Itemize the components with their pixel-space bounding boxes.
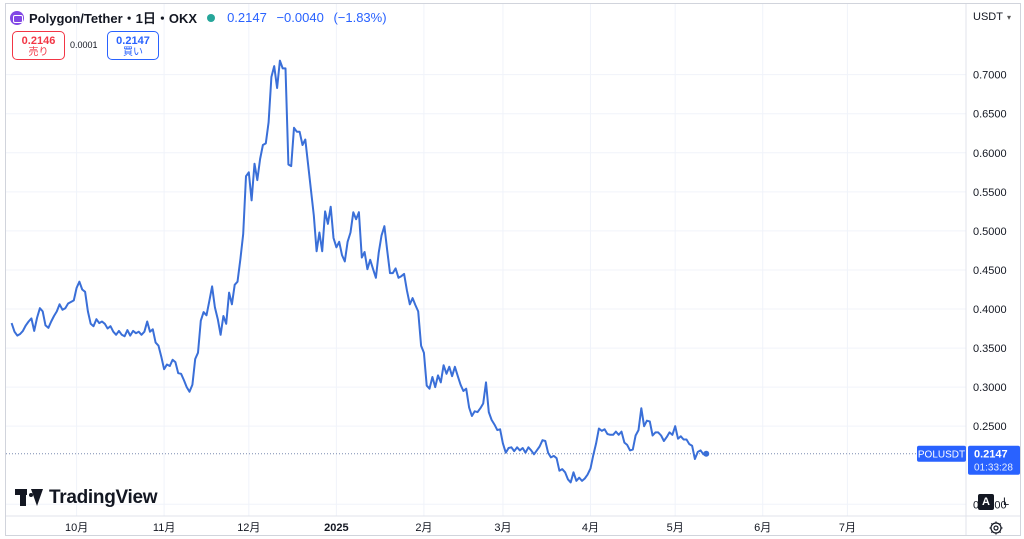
y-tick-label: 0.6000 [973, 148, 1007, 160]
y-tick-label: 0.6500 [973, 109, 1007, 121]
y-tick-label: 0.4500 [973, 265, 1007, 277]
x-tick-label: 2025 [324, 522, 348, 534]
quote-summary: 0.2147 −0.0040 (−1.83%) [227, 10, 393, 25]
tradingview-brand[interactable]: TradingView [15, 487, 158, 509]
y-tick-label: 0.2500 [973, 421, 1007, 433]
price-change-percent: (−1.83%) [333, 10, 387, 25]
brand-name: TradingView [49, 487, 158, 508]
y-tick-label: 0.5500 [973, 187, 1007, 199]
symbol-label-bg [917, 445, 966, 462]
sell-price: 0.2146 [21, 35, 56, 47]
x-tick-label: 4月 [582, 522, 599, 534]
y-tick-label: 0.5000 [973, 226, 1007, 238]
chevron-down-icon: ▾ [1006, 12, 1011, 22]
log-scale-button[interactable]: L [1002, 496, 1010, 508]
currency-label: USDT [973, 11, 1003, 23]
x-tick-label: 3月 [494, 522, 511, 534]
symbol-label: POLUSDT [918, 450, 965, 461]
market-open-dot-icon [207, 13, 216, 22]
price-change: −0.0040 [276, 10, 324, 25]
buy-button[interactable]: 0.2147 買い [107, 31, 159, 60]
x-tick-label: 5月 [667, 522, 684, 534]
x-tick-label: 2月 [415, 522, 432, 534]
x-tick-label: 11月 [153, 522, 175, 534]
countdown-label: 01:33:28 [974, 463, 1013, 474]
y-tick-label: 0.3500 [973, 343, 1007, 355]
last-point-marker [703, 450, 710, 457]
sell-button[interactable]: 0.2146 売り [12, 31, 65, 60]
x-tick-label: 6月 [754, 522, 771, 534]
polygon-logo-icon [10, 10, 24, 25]
buy-label: 買い [123, 47, 143, 58]
currency-selector[interactable]: USDT ▾ [967, 6, 1017, 28]
x-tick-label: 7月 [839, 522, 856, 534]
auto-scale-button[interactable]: A [978, 494, 994, 510]
tradingview-logo-icon [15, 489, 43, 507]
symbol-title[interactable]: Polygon/Tether・1日・OKX [29, 11, 198, 26]
y-tick-label: 0.3000 [973, 382, 1007, 394]
y-tick-label: 0.4000 [973, 304, 1007, 316]
price-series-line [10, 59, 707, 484]
x-tick-label: 10月 [65, 522, 88, 534]
y-tick-label: 0.7000 [973, 70, 1007, 82]
x-tick-label: 12月 [237, 522, 260, 534]
spread-value: 0.0001 [70, 40, 98, 50]
last-price: 0.2147 [227, 10, 267, 25]
chart-frame [5, 3, 1021, 536]
chart-header: Polygon/Tether・1日・OKX 0.2147 −0.0040 (−1… [10, 8, 393, 27]
price-label-bg [968, 445, 1020, 475]
buy-price: 0.2147 [116, 35, 150, 47]
last-price-label: 0.2147 [974, 449, 1008, 461]
sell-label: 売り [28, 47, 49, 58]
gear-icon[interactable] [989, 521, 1003, 535]
